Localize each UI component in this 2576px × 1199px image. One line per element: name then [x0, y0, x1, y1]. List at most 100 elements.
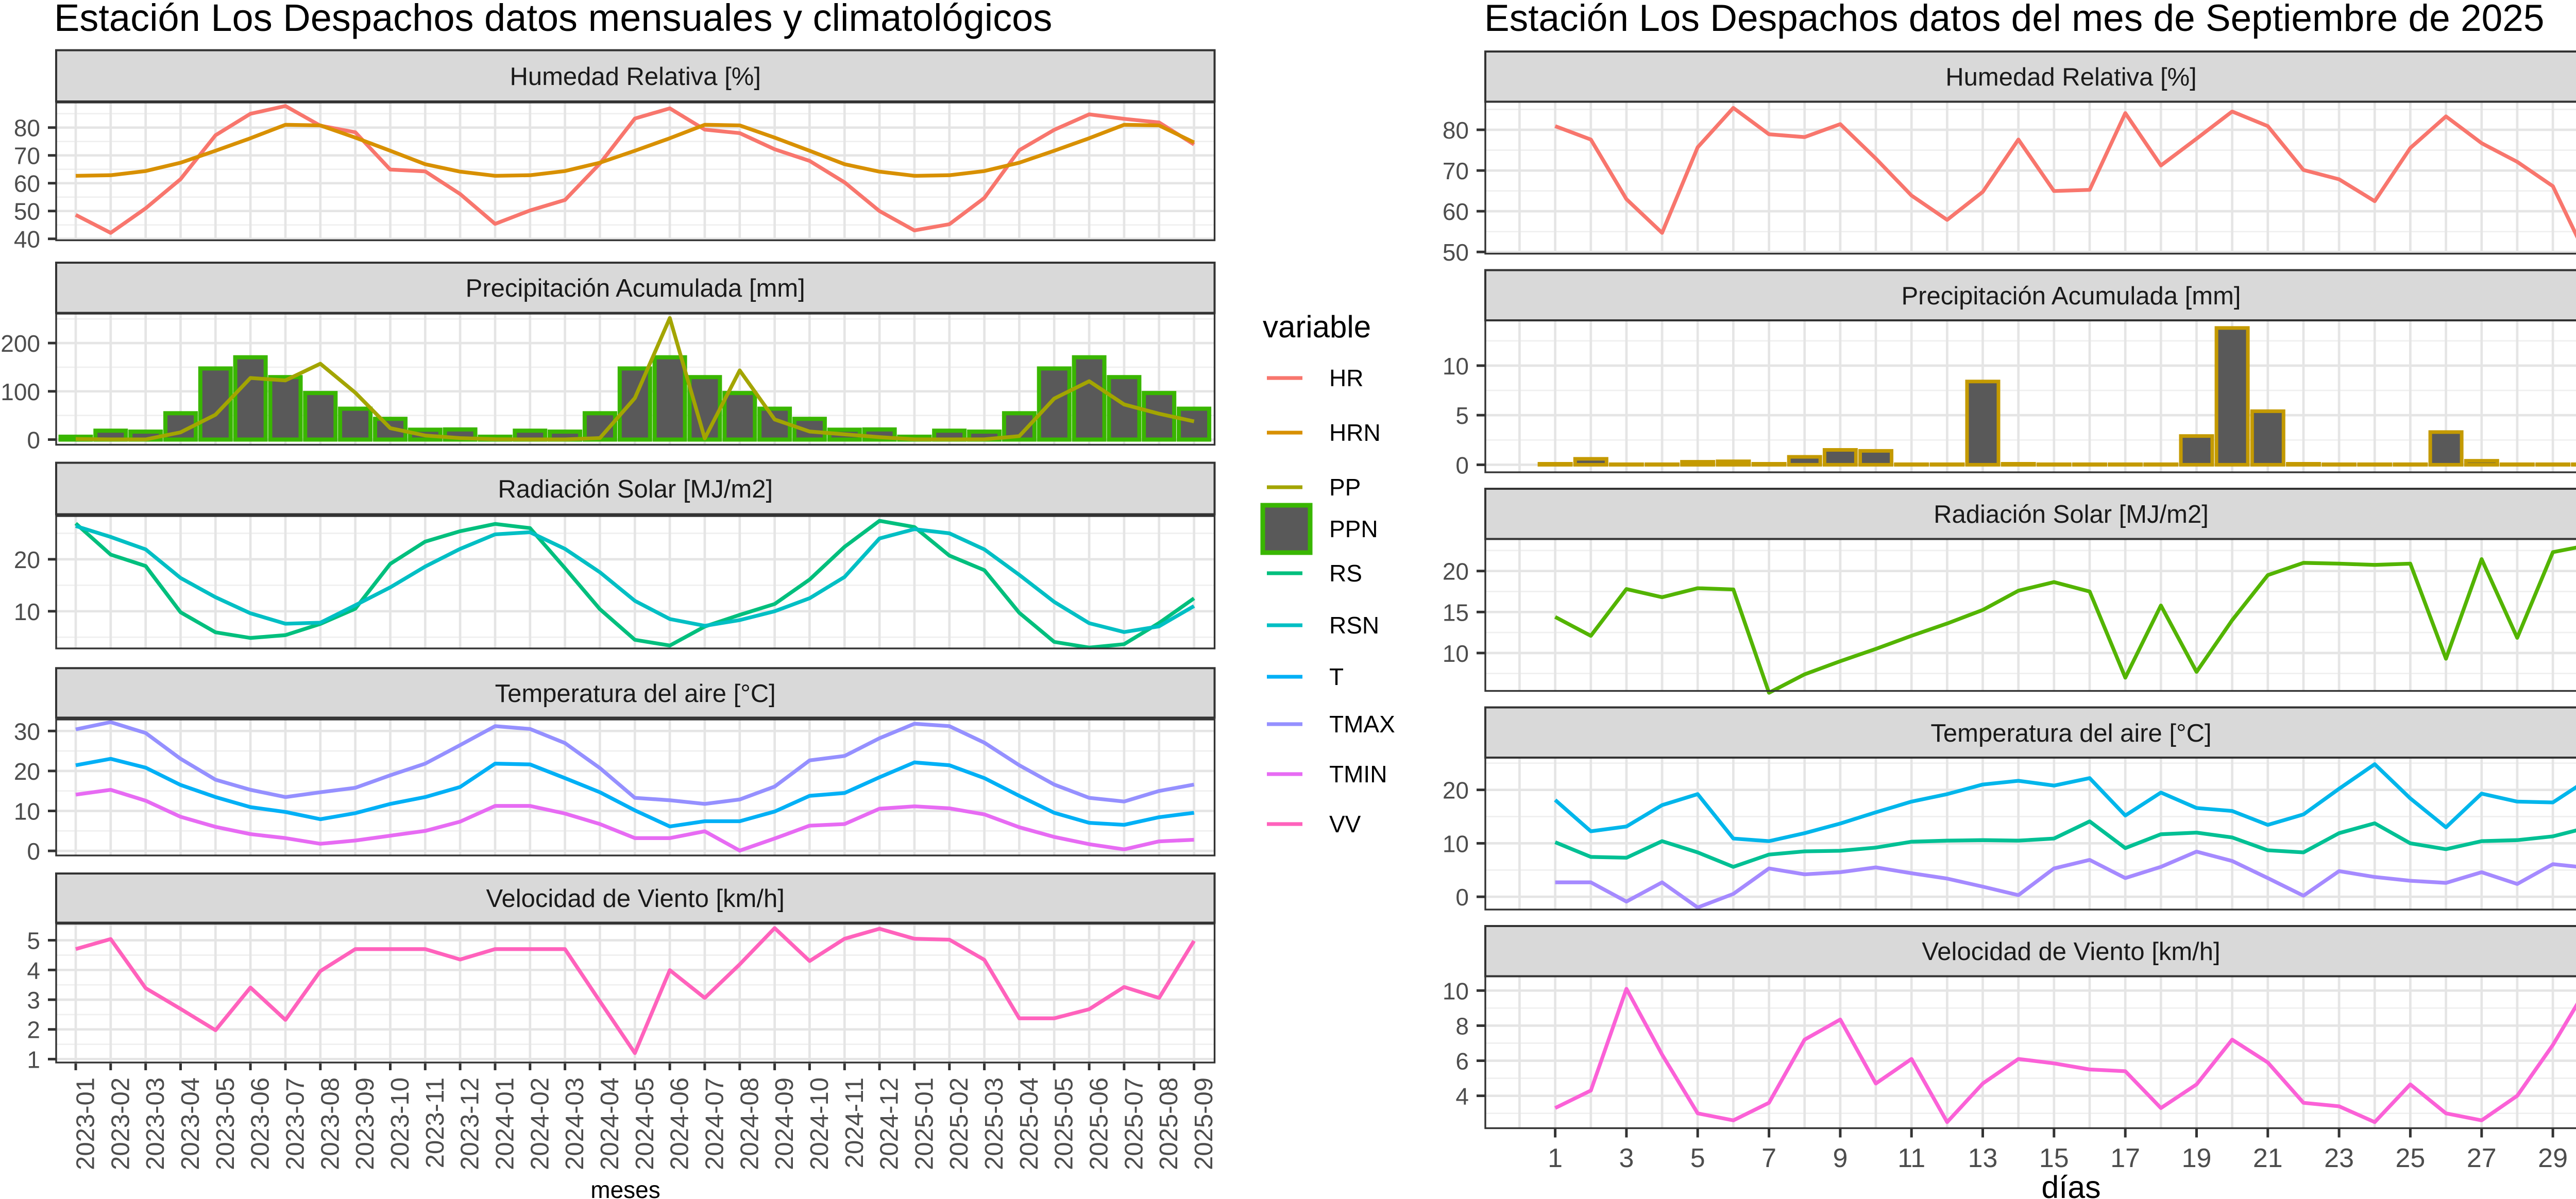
- svg-text:19: 19: [2182, 1143, 2212, 1173]
- svg-text:2025-04: 2025-04: [1015, 1077, 1043, 1170]
- svg-text:Radiación Solar [MJ/m2]: Radiación Solar [MJ/m2]: [498, 475, 773, 503]
- svg-text:0: 0: [1455, 884, 1469, 911]
- svg-text:2025-02: 2025-02: [945, 1077, 973, 1170]
- svg-text:2024-11: 2024-11: [841, 1077, 869, 1168]
- svg-text:2024-08: 2024-08: [736, 1077, 764, 1170]
- svg-text:20: 20: [14, 758, 40, 785]
- svg-text:2024-02: 2024-02: [526, 1077, 554, 1170]
- svg-text:2023-02: 2023-02: [107, 1077, 134, 1170]
- svg-text:Estación Los Despachos datos d: Estación Los Despachos datos del mes de …: [1484, 0, 2544, 39]
- svg-text:3: 3: [1619, 1143, 1634, 1173]
- svg-text:0: 0: [27, 838, 40, 865]
- svg-text:HR: HR: [1329, 365, 1363, 391]
- svg-text:10: 10: [1443, 640, 1469, 667]
- svg-text:Precipitación Acumulada [mm]: Precipitación Acumulada [mm]: [1901, 282, 2241, 310]
- svg-text:2024-05: 2024-05: [631, 1077, 659, 1170]
- svg-text:10: 10: [14, 598, 40, 625]
- svg-text:2025-06: 2025-06: [1086, 1077, 1113, 1170]
- svg-text:3: 3: [27, 987, 40, 1014]
- svg-text:2023-11: 2023-11: [421, 1077, 449, 1168]
- svg-text:7: 7: [1761, 1143, 1776, 1173]
- svg-text:2023-09: 2023-09: [351, 1077, 379, 1170]
- svg-text:25: 25: [2395, 1143, 2425, 1173]
- svg-text:2023-04: 2023-04: [177, 1077, 205, 1170]
- svg-text:Temperatura del aire [°C]: Temperatura del aire [°C]: [1930, 720, 2211, 747]
- svg-text:30: 30: [14, 718, 40, 745]
- svg-text:días: días: [2041, 1170, 2100, 1199]
- svg-text:20: 20: [1443, 558, 1469, 585]
- svg-text:2024-01: 2024-01: [492, 1077, 519, 1170]
- svg-text:21: 21: [2253, 1143, 2283, 1173]
- svg-text:1: 1: [1548, 1143, 1563, 1173]
- svg-text:T: T: [1329, 663, 1344, 690]
- svg-text:80: 80: [14, 115, 40, 142]
- svg-text:11: 11: [1897, 1143, 1925, 1173]
- svg-text:2024-10: 2024-10: [806, 1077, 834, 1170]
- svg-text:2024-12: 2024-12: [876, 1077, 904, 1170]
- svg-text:50: 50: [14, 198, 40, 225]
- svg-text:Precipitación Acumulada [mm]: Precipitación Acumulada [mm]: [466, 275, 805, 302]
- svg-text:29: 29: [2538, 1143, 2568, 1173]
- svg-text:2025-03: 2025-03: [980, 1077, 1008, 1170]
- svg-text:0: 0: [1455, 452, 1469, 478]
- svg-text:2024-03: 2024-03: [561, 1077, 589, 1170]
- svg-text:0: 0: [27, 427, 40, 454]
- svg-text:27: 27: [2467, 1143, 2497, 1173]
- svg-text:5: 5: [1690, 1143, 1705, 1173]
- svg-text:1: 1: [27, 1046, 40, 1073]
- svg-text:meses: meses: [590, 1176, 660, 1199]
- svg-text:2023-06: 2023-06: [247, 1077, 275, 1170]
- svg-text:23: 23: [2324, 1143, 2354, 1173]
- svg-text:Velocidad de Viento [km/h]: Velocidad de Viento [km/h]: [1922, 938, 2220, 966]
- svg-text:40: 40: [14, 226, 40, 253]
- svg-text:Humedad Relativa [%]: Humedad Relativa [%]: [1945, 63, 2197, 91]
- svg-text:2: 2: [27, 1017, 40, 1043]
- svg-text:8: 8: [1455, 1013, 1469, 1039]
- svg-text:2025-05: 2025-05: [1050, 1077, 1078, 1170]
- svg-text:TMIN: TMIN: [1329, 761, 1387, 787]
- svg-text:9: 9: [1833, 1143, 1848, 1173]
- svg-text:Velocidad de Viento [km/h]: Velocidad de Viento [km/h]: [486, 885, 785, 913]
- svg-text:2024-04: 2024-04: [596, 1077, 624, 1170]
- svg-text:80: 80: [1443, 117, 1469, 144]
- svg-text:5: 5: [1455, 402, 1469, 429]
- svg-text:60: 60: [1443, 198, 1469, 225]
- svg-text:PPN: PPN: [1329, 516, 1378, 542]
- svg-text:RSN: RSN: [1329, 612, 1379, 639]
- svg-text:2024-07: 2024-07: [701, 1077, 728, 1170]
- svg-text:PP: PP: [1329, 474, 1361, 501]
- svg-text:17: 17: [2110, 1143, 2140, 1173]
- svg-text:VV: VV: [1329, 811, 1361, 837]
- svg-text:6: 6: [1455, 1048, 1469, 1075]
- svg-text:2025-07: 2025-07: [1120, 1077, 1148, 1170]
- svg-text:variable: variable: [1263, 310, 1371, 344]
- svg-text:Radiación Solar [MJ/m2]: Radiación Solar [MJ/m2]: [1934, 501, 2209, 528]
- svg-text:15: 15: [1443, 599, 1469, 626]
- svg-text:2023-07: 2023-07: [282, 1077, 310, 1170]
- svg-text:5: 5: [27, 928, 40, 954]
- svg-text:RS: RS: [1329, 560, 1362, 587]
- svg-text:2023-05: 2023-05: [212, 1077, 240, 1170]
- svg-text:2023-03: 2023-03: [142, 1077, 170, 1170]
- svg-text:HRN: HRN: [1329, 419, 1381, 446]
- svg-text:20: 20: [1443, 777, 1469, 804]
- svg-text:13: 13: [1968, 1143, 1998, 1173]
- svg-text:TMAX: TMAX: [1329, 711, 1395, 738]
- svg-text:100: 100: [1, 379, 40, 405]
- svg-text:60: 60: [14, 170, 40, 197]
- svg-text:70: 70: [1443, 158, 1469, 184]
- svg-text:Humedad Relativa [%]: Humedad Relativa [%]: [510, 63, 761, 91]
- svg-text:10: 10: [1443, 830, 1469, 857]
- svg-text:10: 10: [1443, 978, 1469, 1004]
- svg-text:Estación Los Despachos datos m: Estación Los Despachos datos mensuales y…: [54, 0, 1052, 39]
- svg-text:2023-08: 2023-08: [316, 1077, 344, 1170]
- svg-text:20: 20: [14, 546, 40, 573]
- svg-text:2023-10: 2023-10: [386, 1077, 414, 1170]
- svg-text:2024-06: 2024-06: [666, 1077, 694, 1170]
- svg-text:2025-09: 2025-09: [1190, 1077, 1218, 1170]
- svg-text:4: 4: [1455, 1083, 1469, 1110]
- svg-text:50: 50: [1443, 239, 1469, 266]
- svg-text:2025-08: 2025-08: [1155, 1077, 1183, 1170]
- svg-text:2023-01: 2023-01: [72, 1077, 100, 1170]
- svg-text:2024-09: 2024-09: [771, 1077, 799, 1170]
